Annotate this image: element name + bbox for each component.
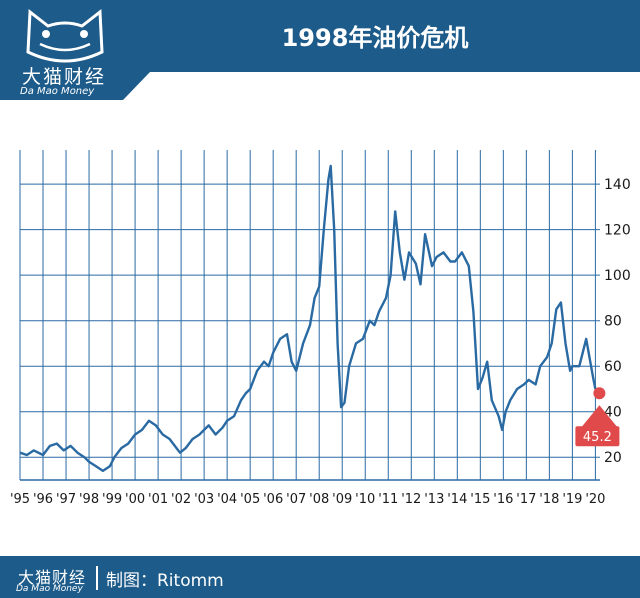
x-tick-label: '16 <box>493 492 513 507</box>
x-tick-label: '17 <box>516 492 536 507</box>
page-title: 1998年油价危机 <box>281 24 469 52</box>
logo-subtext: Da Mao Money <box>20 86 95 97</box>
x-axis-ticks: '95'96'97'98'99'00'01'02'03'04'05'06'07 '… <box>10 492 606 507</box>
x-tick-label: '19 <box>562 492 582 507</box>
x-tick-label: '03 <box>194 492 214 507</box>
y-tick-label: 80 <box>604 314 622 330</box>
annotation-label: 45.2 <box>583 430 612 445</box>
x-tick-label: '01 <box>148 492 168 507</box>
x-tick-label: '09 <box>332 492 352 507</box>
x-tick-label: '20 <box>585 492 605 507</box>
x-tick-label: '96 <box>33 492 53 507</box>
logo-box: 大猫财经 Da Mao Money <box>0 0 150 100</box>
grid <box>19 150 600 481</box>
x-tick-label: '08 <box>309 492 329 507</box>
x-tick-label: '13 <box>424 492 444 507</box>
y-tick-label: 20 <box>604 450 622 466</box>
y-tick-label: 140 <box>604 177 631 193</box>
x-tick-label: '95 <box>10 492 30 507</box>
cat-logo-icon <box>26 9 104 63</box>
annotation: 45.2 <box>575 387 620 447</box>
x-tick-label: '02 <box>171 492 191 507</box>
y-tick-label: 60 <box>604 359 622 375</box>
x-tick-label: '06 <box>263 492 283 507</box>
y-tick-label: 120 <box>604 223 631 239</box>
x-tick-label: '15 <box>470 492 490 507</box>
x-tick-label: '99 <box>102 492 122 507</box>
footer-credit: 制图：Ritomm <box>106 571 224 591</box>
footer-divider <box>96 566 98 590</box>
x-tick-label: '12 <box>401 492 421 507</box>
x-tick-label: '00 <box>125 492 145 507</box>
end-point-marker <box>593 387 606 400</box>
footer: 大猫财经 Da Mao Money 制图：Ritomm <box>0 556 640 598</box>
x-tick-label: '04 <box>217 492 237 507</box>
x-tick-label: '07 <box>286 492 306 507</box>
annotation-arrow <box>581 405 618 428</box>
x-tick-label: '18 <box>539 492 559 507</box>
series-line-oil-price <box>19 164 597 473</box>
x-tick-label: '98 <box>79 492 99 507</box>
x-tick-label: '97 <box>56 492 76 507</box>
annotation-box <box>575 426 620 447</box>
footer-logo-subtext: Da Mao Money <box>16 584 83 594</box>
logo-text: 大猫财经 <box>22 66 107 88</box>
header: 大猫财经 Da Mao Money 1998年油价危机 <box>0 0 640 100</box>
x-tick-label: '14 <box>447 492 467 507</box>
x-tick-label: '05 <box>240 492 260 507</box>
footer-logo-text: 大猫财经 <box>18 568 87 587</box>
x-tick-label: '11 <box>378 492 398 507</box>
y-tick-label: 100 <box>604 268 631 284</box>
x-tick-label: '10 <box>355 492 375 507</box>
